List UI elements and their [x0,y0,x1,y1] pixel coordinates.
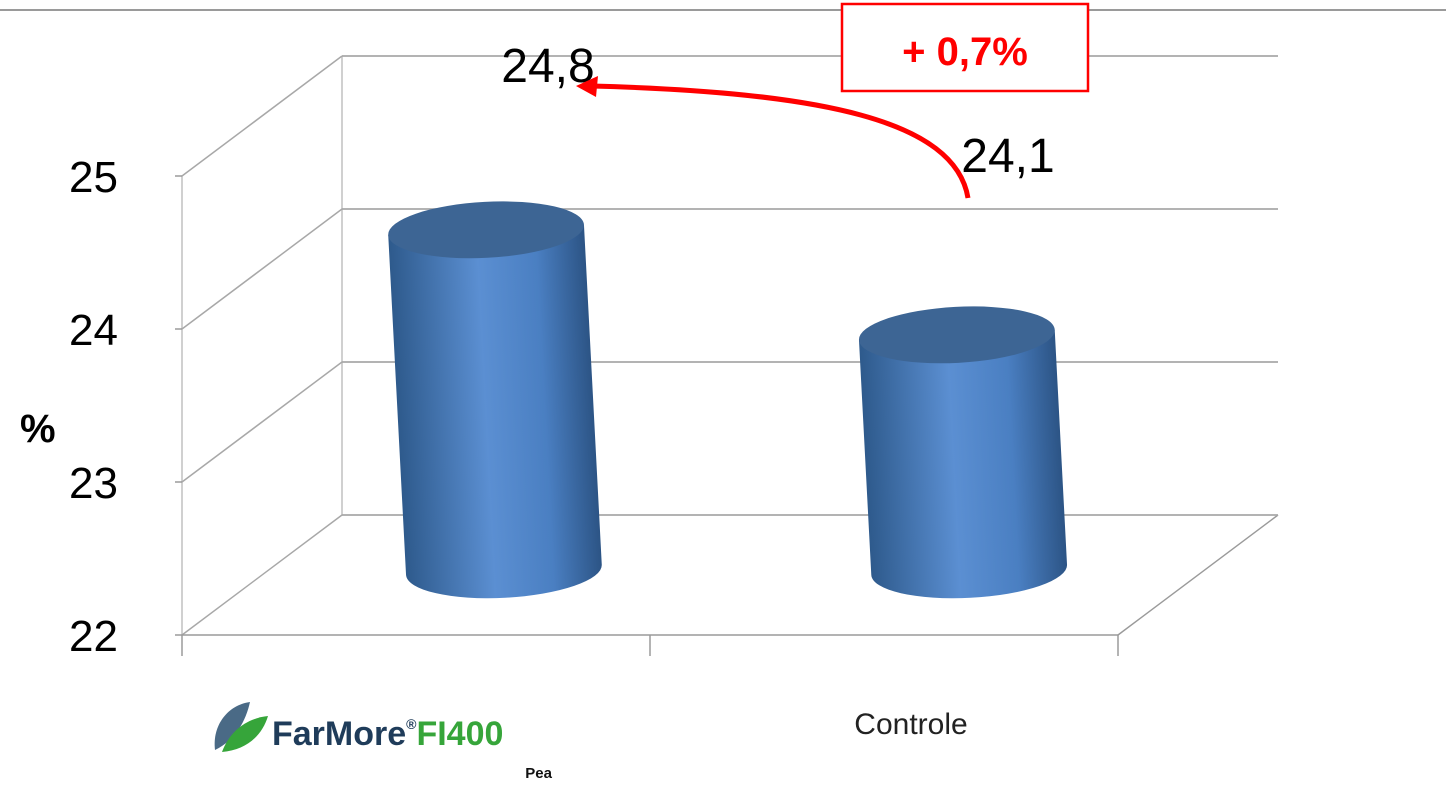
y-tick-label: 24 [69,306,118,355]
bar-top [858,306,1055,364]
leaf-icon-dark [214,702,250,750]
y-tick-labels: 22 23 24 25 [69,153,118,661]
gridline-diagonal [181,55,343,177]
data-labels: 24,8 24,1 [501,40,1054,183]
category-label-controle: Controle [854,708,967,741]
difference-annotation: + 0,7% [576,2,1090,199]
y-tick-label: 22 [69,612,118,661]
y-tick-label: 25 [69,153,118,202]
y-tick-label: 23 [69,459,118,508]
gridline-diagonal [181,514,343,636]
grid [175,55,1279,636]
gridline-diagonal [181,361,343,483]
floor-right-edge [1117,514,1279,636]
difference-box [840,2,1090,93]
farmore-logo: FarMore®FI400 Pea [214,702,553,782]
gridline-diagonal [181,208,343,330]
bar-top [388,201,584,259]
data-label: 24,8 [501,40,594,93]
logo-word-farmore: FarMore [272,715,406,753]
bar-cylinder [858,306,1068,599]
leaf-icon-green [222,716,268,752]
svg-text:FarMore®FI400: FarMore®FI400 [272,715,503,753]
logo-registered: ® [406,716,417,732]
x-axis [181,634,1119,656]
data-label: 24,1 [961,130,1054,183]
bar-body [858,329,1068,599]
difference-text: + 0,7% [902,30,1028,74]
logo-sub-pea: Pea [525,765,552,782]
bar-body [388,224,602,599]
bars [388,201,1068,599]
bar-cylinder [388,201,602,599]
logo-word-fi400: FI400 [416,715,503,753]
arrow-head [576,76,598,97]
y-axis-label: % [20,407,56,451]
difference-arrow [591,83,971,199]
